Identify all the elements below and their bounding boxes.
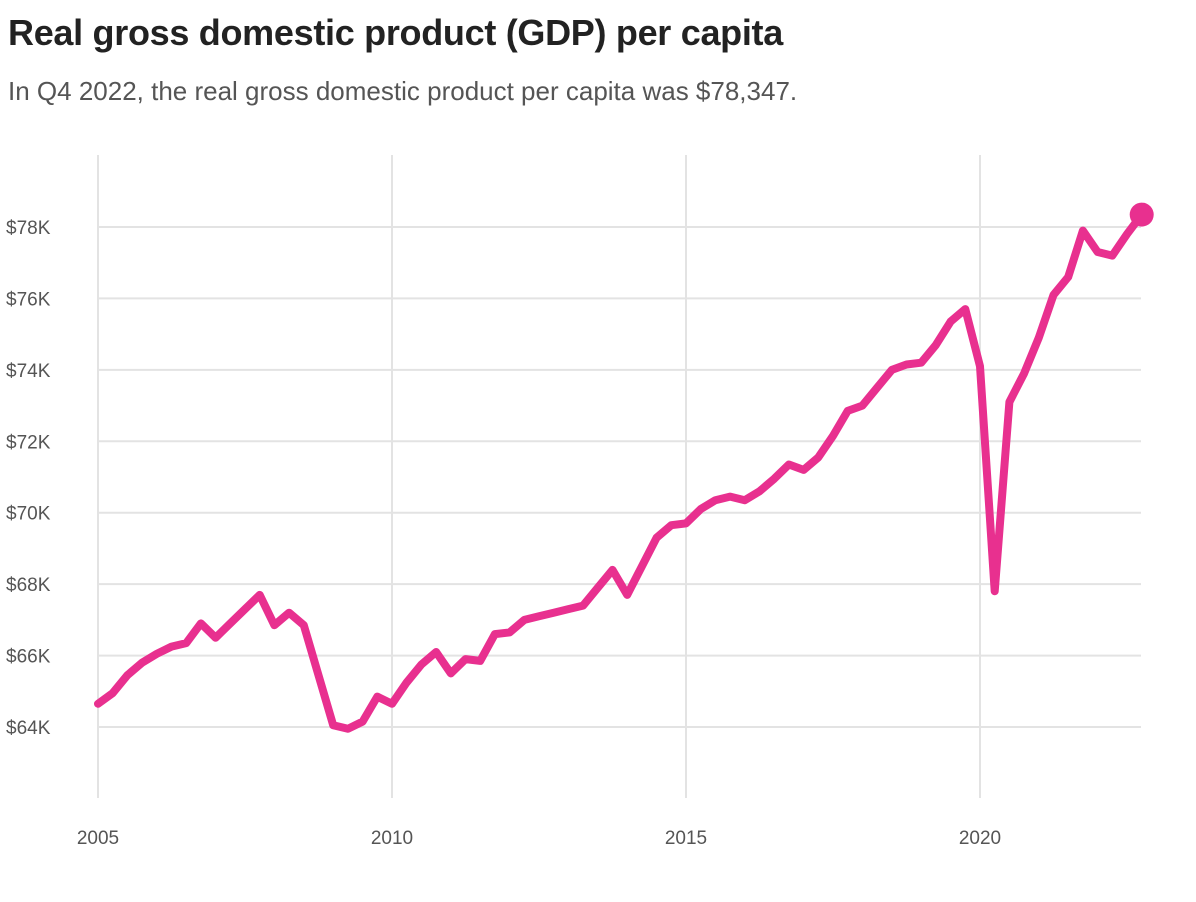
end-point-marker [1129, 202, 1154, 227]
vertical-gridlines [97, 155, 981, 798]
series-line [94, 210, 1146, 733]
y-tick-label: $64K [6, 718, 51, 739]
x-tick-label: 2020 [959, 828, 1001, 849]
y-tick-label: $72K [6, 432, 51, 453]
x-tick-label: 2015 [665, 828, 707, 849]
y-tick-label: $74K [6, 361, 51, 382]
x-axis-tick-labels: 2005 2010 2015 2020 [77, 828, 1001, 849]
x-tick-label: 2005 [77, 828, 119, 849]
x-tick-label: 2010 [371, 828, 413, 849]
y-axis-tick-labels: $64K $66K $68K $70K $72K $74K $76K $78K [6, 218, 51, 739]
y-tick-label: $78K [6, 218, 51, 239]
y-tick-label: $70K [6, 504, 51, 525]
y-tick-label: $76K [6, 289, 51, 310]
y-tick-label: $66K [6, 647, 51, 668]
series-group [94, 202, 1154, 733]
chart-title: Real gross domestic product (GDP) per ca… [8, 12, 783, 53]
y-tick-label: $68K [6, 575, 51, 596]
chart-subtitle: In Q4 2022, the real gross domestic prod… [8, 76, 798, 106]
